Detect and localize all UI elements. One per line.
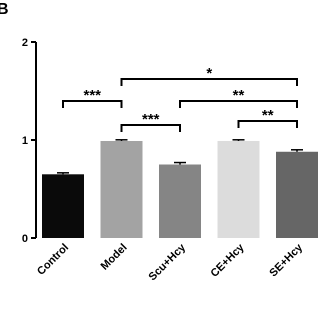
significance-label: *	[206, 65, 212, 82]
y-tick-label: 0	[22, 233, 28, 245]
significance-bracket	[62, 100, 123, 108]
significance-bracket	[120, 124, 181, 132]
bar	[100, 140, 143, 238]
x-tick-label: Control	[35, 242, 71, 278]
significance-label: **	[233, 87, 245, 104]
significance-bracket	[237, 120, 298, 128]
significance-label: **	[262, 107, 274, 124]
significance-label: ***	[142, 111, 160, 128]
significance-bracket	[179, 100, 298, 108]
bar	[42, 174, 84, 238]
bar	[276, 151, 318, 238]
bar	[159, 164, 201, 238]
x-tick-label: Model	[99, 242, 130, 273]
significance-label: ***	[83, 87, 101, 104]
panel-label: B	[0, 1, 9, 18]
y-tick-label: 2	[22, 37, 28, 49]
x-tick-label: CE+Hcy	[209, 241, 248, 280]
x-tick-label: SE+Hcy	[267, 241, 305, 279]
significance-bracket	[120, 78, 298, 86]
bar	[217, 140, 260, 238]
x-tick-label: Scu+Hcy	[147, 241, 189, 283]
y-tick-label: 1	[22, 135, 28, 147]
